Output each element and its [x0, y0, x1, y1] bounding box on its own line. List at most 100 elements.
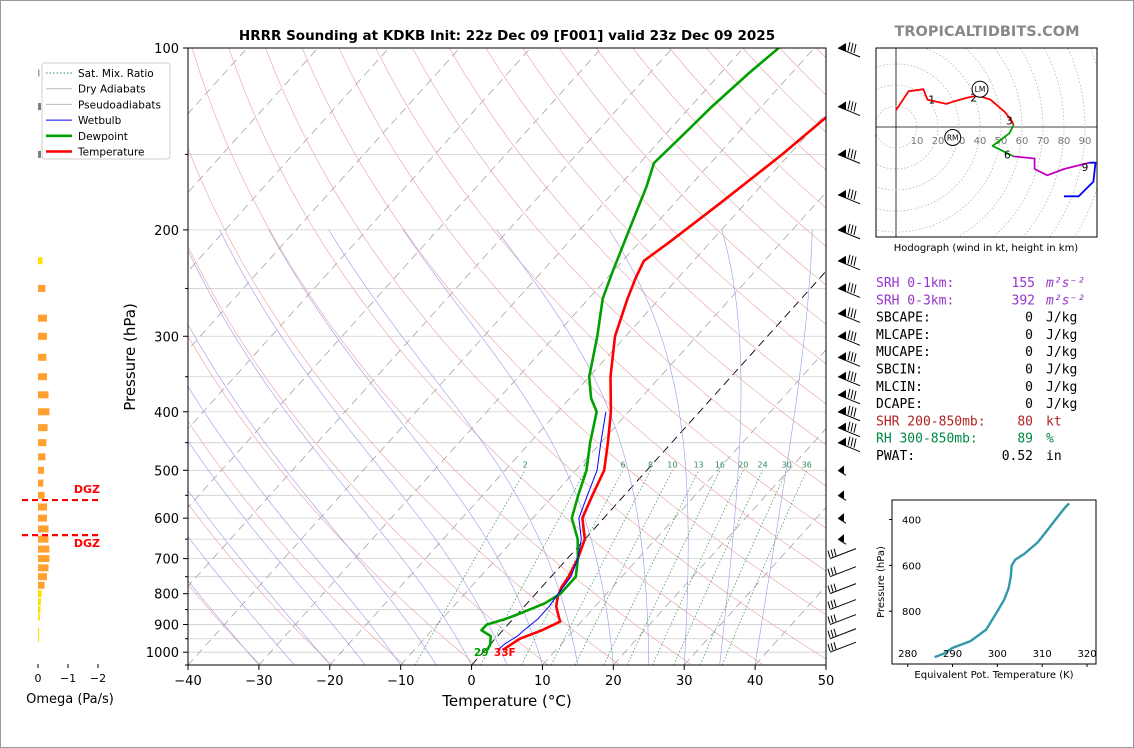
- omega-bar: [38, 479, 44, 487]
- hodograph-ring-label: 70: [1037, 136, 1050, 147]
- omega-bar: [38, 573, 47, 581]
- barb-flag: [847, 370, 851, 380]
- dgz-markers: DGZ DGZ: [22, 483, 100, 550]
- barb-pennant: [838, 513, 844, 522]
- barb-pennant: [838, 465, 844, 474]
- barb-flag: [853, 43, 857, 54]
- barb-flag: [847, 41, 851, 52]
- barb-pennant: [838, 371, 846, 380]
- index-name: MLCIN:: [876, 380, 923, 395]
- barb-staff: [829, 566, 857, 578]
- theta-e-x-tick-label: 290: [943, 649, 962, 660]
- hodograph-ring: [1022, 48, 1065, 237]
- x-tick-label: 20: [605, 674, 622, 689]
- barb-flag: [847, 282, 851, 292]
- x-tick-label: 50: [818, 674, 835, 689]
- hodograph-ring-label: 10: [911, 136, 924, 147]
- index-unit: J/kg: [1046, 397, 1077, 412]
- barb-flag: [850, 389, 854, 399]
- dry-adiabat: [188, 335, 477, 665]
- y-tick-label: 300: [154, 330, 179, 345]
- watermark: TROPICALTIDBITS.COM: [894, 24, 1079, 40]
- y-tick-label: 700: [154, 553, 179, 568]
- moist-adiabat: [609, 229, 689, 665]
- barb-flag: [830, 567, 834, 575]
- barb-staff: [837, 47, 861, 58]
- legend-label: Dry Adiabats: [78, 84, 146, 96]
- mixing-ratio-label: 20: [738, 460, 748, 469]
- barb-flag: [850, 352, 854, 362]
- theta-e-x-tick-label: 320: [1077, 649, 1096, 660]
- theta-e-x-tick-label: 300: [988, 649, 1007, 660]
- theta-e-panel: 280 290 300 310 320 400 600 800 Equivalent Pot.…: [876, 499, 1097, 681]
- x-tick-label: −30: [245, 674, 272, 689]
- omega-bar: [38, 466, 44, 474]
- barb-staff: [837, 376, 861, 387]
- index-name: DCAPE:: [876, 397, 923, 412]
- hodograph-ring-label: 40: [974, 136, 987, 147]
- wind-barb: [837, 465, 847, 476]
- barb-pennant: [838, 406, 846, 415]
- wind-barb: [837, 330, 861, 346]
- barb-flag: [853, 309, 857, 319]
- theta-e-axis-title: Equivalent Pot. Temperature (K): [914, 670, 1073, 681]
- barb-flag: [850, 149, 854, 159]
- storm-motion-label: LM: [975, 85, 986, 94]
- barb-pennant: [838, 331, 846, 340]
- barb-flag: [847, 307, 851, 317]
- legend-label: Temperature: [77, 147, 145, 159]
- index-value: 80: [1017, 414, 1033, 429]
- hodograph-ring: [876, 48, 1002, 233]
- mixing-ratio-label: 36: [802, 460, 812, 469]
- wind-barb: [827, 548, 857, 560]
- index-value: 0: [1025, 345, 1033, 360]
- hodograph-segment: [895, 88, 1015, 126]
- hodograph-ring: [876, 105, 918, 149]
- wind-barb: [837, 513, 847, 524]
- theta-e-y-tick-label: 600: [902, 561, 921, 572]
- legend-box: [41, 62, 171, 160]
- hodograph-ring: [876, 63, 960, 191]
- moist-adiabat: [188, 250, 472, 665]
- wind-barb: [827, 566, 857, 578]
- barb-flag: [853, 372, 857, 382]
- barb-flag: [833, 642, 837, 650]
- moist-adiabat: [188, 440, 366, 665]
- omega-bars: [38, 69, 50, 643]
- barb-flag: [830, 584, 834, 592]
- barb-flag: [847, 388, 851, 398]
- wind-barb: [837, 370, 861, 387]
- dry-adiabat: [448, 48, 826, 446]
- isotherm-line: [0, 48, 34, 665]
- index-value: 0.52: [1002, 449, 1033, 464]
- barb-flag: [850, 255, 854, 265]
- wind-barb: [827, 628, 857, 640]
- barb-staff: [837, 394, 861, 405]
- moist-adiabat: [188, 323, 437, 665]
- barb-pennant: [838, 437, 846, 446]
- mixing-ratio-label: 4: [583, 460, 588, 469]
- barb-flag: [850, 189, 854, 199]
- omega-bar: [38, 408, 50, 416]
- isotherm-line: [258, 48, 815, 665]
- dry-adiabat: [338, 48, 826, 572]
- barb-flag: [853, 150, 857, 160]
- dry-adiabat: [188, 503, 333, 665]
- mixing-ratio-label: 10: [667, 460, 677, 469]
- dry-adiabat: [188, 147, 621, 665]
- isotherm-line: [188, 48, 390, 272]
- omega-bar: [38, 353, 47, 361]
- index-name: SRH 0-3km:: [876, 293, 954, 308]
- barb-staff: [837, 106, 861, 117]
- barb-staff: [837, 153, 861, 164]
- barb-flag: [833, 583, 837, 591]
- barb-flag: [850, 101, 854, 111]
- mixing-ratio-line: [673, 470, 764, 665]
- dry-adiabat: [228, 48, 764, 665]
- omega-bar: [38, 284, 46, 292]
- omega-bar: [38, 453, 46, 461]
- omega-bar: [38, 525, 49, 533]
- omega-tick-label: 0: [35, 672, 42, 685]
- hodograph-height-label: 2: [970, 93, 977, 105]
